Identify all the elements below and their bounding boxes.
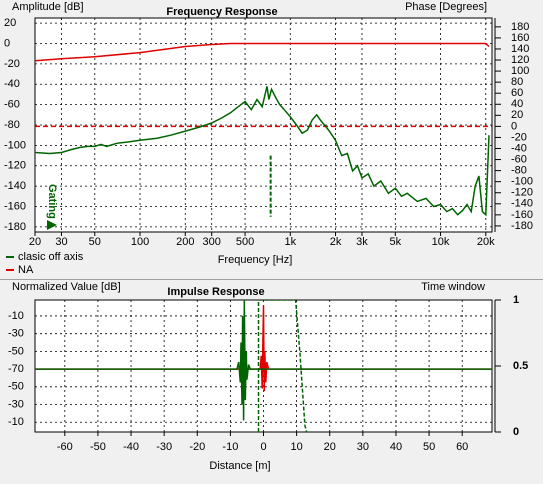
- x-tick-label: 10: [290, 441, 302, 453]
- y2-tick-label: 0: [513, 426, 519, 438]
- x-tick-label: 5k: [390, 236, 402, 248]
- y-tick-label: -10: [8, 310, 24, 322]
- series-line: [35, 300, 492, 421]
- y-tick-label: -20: [4, 58, 20, 70]
- y2-tick-label: 140: [511, 43, 529, 55]
- y2-tick-label: -80: [511, 165, 527, 177]
- x-tick-label: 200: [176, 236, 194, 248]
- x-tick-label: 60: [456, 441, 468, 453]
- y2-tick-label: -40: [511, 142, 527, 154]
- y-tick-label: -40: [4, 78, 20, 90]
- y-tick-label: -80: [4, 119, 20, 131]
- y-tick-label: -100: [4, 139, 26, 151]
- y2-tick-label: 180: [511, 21, 529, 33]
- y2-tick-label: -140: [511, 198, 533, 210]
- y2-tick-label: -160: [511, 209, 533, 221]
- x-tick-label: -20: [189, 441, 205, 453]
- x-tick-label: 20: [324, 441, 336, 453]
- y2-tick-label: 160: [511, 32, 529, 44]
- y-tick-label: -70: [8, 363, 24, 375]
- x-tick-label: 50: [89, 236, 101, 248]
- series-line: [257, 300, 308, 432]
- x-tick-label: 3k: [356, 236, 368, 248]
- y2-tick-label: 0.5: [513, 360, 528, 372]
- y2-axis-label: Phase [Degrees]: [405, 1, 487, 13]
- y-tick-label: -60: [4, 99, 20, 111]
- x-tick-label: 30: [55, 236, 67, 248]
- chart-title: Impulse Response: [167, 286, 264, 298]
- x-tick-label: -10: [222, 441, 238, 453]
- x-tick-label: 20k: [477, 236, 495, 248]
- x-axis-label: Distance [m]: [209, 460, 270, 472]
- y-tick-label: -50: [8, 345, 24, 357]
- y2-tick-label: -180: [511, 220, 533, 232]
- plot-frame: [34, 299, 493, 433]
- y-tick-label: -160: [4, 200, 26, 212]
- y2-tick-label: 100: [511, 65, 529, 77]
- series-line: [35, 305, 492, 392]
- x-tick-label: 500: [236, 236, 254, 248]
- y2-tick-label: -100: [511, 176, 533, 188]
- x-tick-label: 100: [131, 236, 149, 248]
- y-tick-label: -30: [8, 398, 24, 410]
- x-tick-label: 2k: [330, 236, 342, 248]
- x-tick-label: 0: [260, 441, 266, 453]
- gating-arrow: [47, 220, 57, 230]
- x-tick-label: 1k: [284, 236, 296, 248]
- legend-label: NA: [18, 264, 34, 276]
- y2-tick-label: 60: [511, 87, 523, 99]
- y-tick-label: -30: [8, 328, 24, 340]
- y2-tick-label: -60: [511, 153, 527, 165]
- x-tick-label: 300: [203, 236, 221, 248]
- y-axis-label: Normalized Value [dB]: [12, 281, 121, 293]
- x-tick-label: -40: [123, 441, 139, 453]
- x-tick-label: 30: [357, 441, 369, 453]
- x-tick-label: -30: [156, 441, 172, 453]
- x-tick-label: 50: [423, 441, 435, 453]
- y2-tick-label: -120: [511, 187, 533, 199]
- y2-axis-label: Time window: [421, 281, 485, 293]
- y-tick-label: -120: [4, 160, 26, 172]
- x-tick-label: 40: [390, 441, 402, 453]
- y2-tick-label: -20: [511, 131, 527, 143]
- x-axis-label: Frequency [Hz]: [218, 254, 293, 266]
- y-tick-label: -50: [8, 381, 24, 393]
- x-tick-label: -50: [90, 441, 106, 453]
- y-axis-label: Amplitude [dB]: [12, 1, 84, 13]
- plot-frame: [34, 17, 493, 233]
- y-tick-label: 20: [4, 17, 16, 29]
- y2-tick-label: 20: [511, 109, 523, 121]
- y-tick-label: -10: [8, 416, 24, 428]
- series-line: [35, 42, 490, 62]
- y-tick-label: -180: [4, 221, 26, 233]
- x-tick-label: -60: [57, 441, 73, 453]
- y2-tick-label: 1: [513, 294, 519, 306]
- legend-label: clasic off axis: [18, 251, 84, 263]
- x-tick-label: 20: [29, 236, 41, 248]
- chart-title: Frequency Response: [166, 6, 277, 18]
- y2-tick-label: 120: [511, 54, 529, 66]
- y2-tick-label: 80: [511, 76, 523, 88]
- series-line: [35, 86, 490, 217]
- y-tick-label: 0: [4, 37, 10, 49]
- x-tick-label: 10k: [432, 236, 450, 248]
- gating-label: Gating: [46, 184, 58, 219]
- y-tick-label: -140: [4, 180, 26, 192]
- y2-tick-label: 40: [511, 98, 523, 110]
- y2-tick-label: 0: [511, 120, 517, 132]
